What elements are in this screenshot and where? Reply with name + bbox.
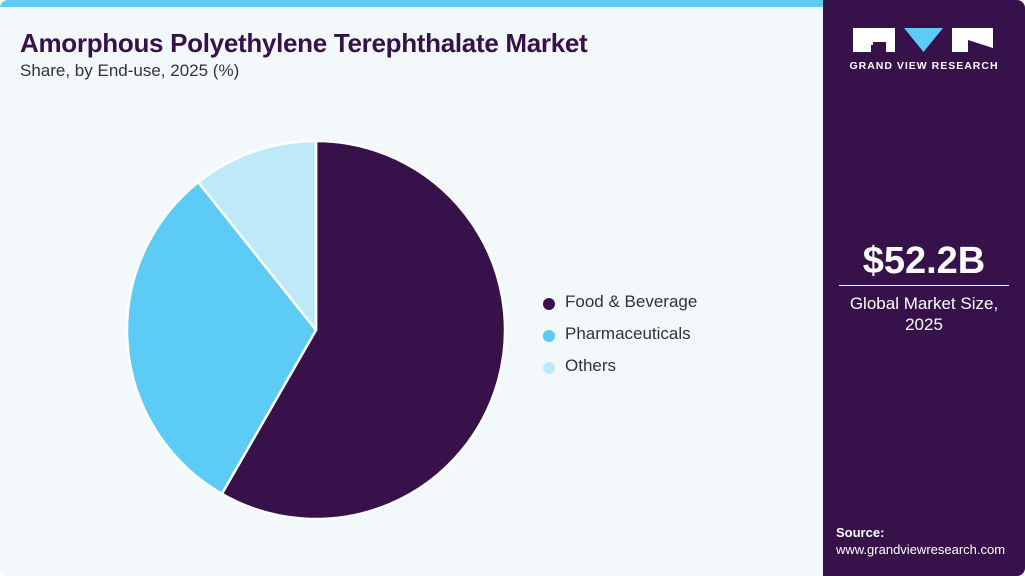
market-size-value: $52.2B [862,240,986,282]
chart-title: Amorphous Polyethylene Terephthalate Mar… [20,28,588,58]
legend-item-others: Others [543,350,697,382]
chart-subtitle: Share, by End-use, 2025 (%) [20,61,240,80]
chart-panel: Amorphous Polyethylene Terephthalate Mar… [0,7,823,576]
chart-legend: Food & Beverage Pharmaceuticals Others [543,286,697,382]
pie-chart [125,139,507,521]
legend-dot-icon [543,298,555,310]
legend-label: Others [565,356,617,375]
pie-slice-food-beverage [220,139,507,521]
legend-dot-icon [543,362,555,374]
legend-label: Pharmaceuticals [565,324,691,343]
market-size-caption: Global Market Size, 2025 [823,293,1025,335]
caption-line-2: 2025 [905,315,943,334]
pie-slice-others [197,139,318,332]
info-sidebar: GRAND VIEW RESEARCH $52.2B Global Market… [823,0,1025,576]
legend-dot-icon [543,330,555,342]
pie-slice-pharmaceuticals [125,180,318,496]
gvr-logo-icon [853,28,993,52]
accent-bar [0,0,823,7]
legend-item-food-beverage: Food & Beverage [543,286,697,318]
legend-label: Food & Beverage [565,292,698,311]
source-link[interactable]: www.grandviewresearch.com [836,542,1006,557]
brand-name: GRAND VIEW RESEARCH [849,60,999,72]
divider [839,285,1009,286]
caption-line-1: Global Market Size, [849,294,999,313]
legend-item-pharmaceuticals: Pharmaceuticals [543,318,697,350]
source-label: Source: [836,525,885,540]
